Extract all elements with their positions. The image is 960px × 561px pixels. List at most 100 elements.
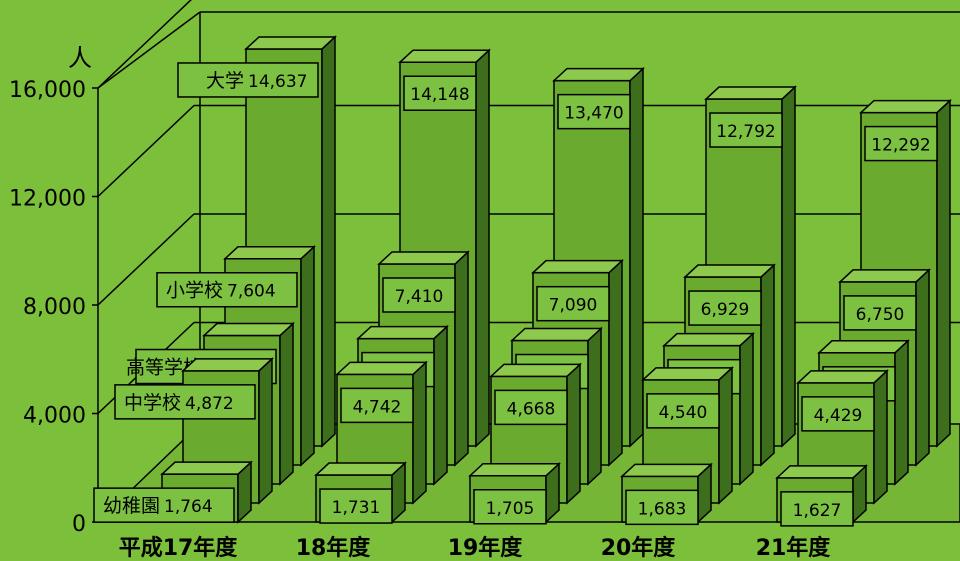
bar-top-face xyxy=(796,370,889,384)
bar-side-face xyxy=(454,250,469,467)
bar-top-face xyxy=(641,367,734,381)
x-tick-label: 20年度 xyxy=(601,535,677,561)
bar-side-face xyxy=(412,360,427,505)
bar: 1,705 xyxy=(468,462,561,525)
bars-layer: 大学 14,637 14,148 13,470 12,792 12,292 小学校 7,604… xyxy=(93,35,952,527)
bar-top-face xyxy=(468,463,561,477)
bar: 1,627 xyxy=(775,464,868,527)
y-axis: 0 4,000 8,000 12,000 16,000 人 xyxy=(9,44,99,537)
series-name-label: 小学校 xyxy=(166,280,223,302)
value-label: 12,792 xyxy=(716,122,775,142)
y-tick-label: 4,000 xyxy=(23,404,86,429)
value-label: 4,742 xyxy=(353,397,402,417)
bar-side-face xyxy=(760,263,775,467)
x-axis: 平成17年度 18年度 19年度 20年度 21年度 xyxy=(119,535,832,561)
bar-top-face xyxy=(552,67,645,82)
value-label: 7,410 xyxy=(395,287,444,307)
value-label-box xyxy=(843,295,917,331)
bar-top-face xyxy=(838,269,931,283)
value-label-box xyxy=(403,75,477,111)
value-label-box xyxy=(114,384,256,420)
bar-side-face xyxy=(608,258,623,467)
value-label-box xyxy=(864,125,938,162)
value-label: 14,637 xyxy=(248,72,307,92)
bar-side-face xyxy=(936,98,951,448)
value-label-box xyxy=(382,277,456,313)
value-label-box xyxy=(801,396,875,432)
bar-side-face xyxy=(433,324,448,486)
bar-side-face xyxy=(587,326,602,486)
value-label: 4,540 xyxy=(659,403,708,423)
bar-top-face xyxy=(531,259,624,274)
bar-top-face xyxy=(775,465,868,479)
bar: 幼稚園 1,764 xyxy=(93,460,253,524)
bar-side-face xyxy=(475,48,490,448)
value-label: 7,604 xyxy=(227,282,276,302)
bar-top-face xyxy=(181,358,274,372)
value-label-box xyxy=(494,389,568,426)
value-label: 12,292 xyxy=(871,136,930,156)
bar-side-face xyxy=(718,366,733,505)
bar-side-face xyxy=(258,357,273,505)
value-label: 1,627 xyxy=(793,501,842,521)
bar-side-face xyxy=(629,66,644,448)
bar-side-face xyxy=(300,245,315,467)
side-wall-top xyxy=(97,11,201,89)
y-tick-label: 8,000 xyxy=(23,295,86,320)
bar-top-face xyxy=(662,332,755,347)
series-name-label: 大学 xyxy=(206,70,244,92)
value-label-box xyxy=(625,489,699,526)
value-label: 1,705 xyxy=(486,499,535,519)
y-tick-label: 16,000 xyxy=(9,78,86,103)
bar: 4,540 xyxy=(641,366,734,505)
bar-top-face xyxy=(510,327,603,342)
gridline-side xyxy=(97,213,195,306)
gridline-side xyxy=(97,104,195,198)
bar-side-face xyxy=(566,362,581,505)
value-label: 4,668 xyxy=(507,399,556,419)
bar-side-face xyxy=(781,85,796,448)
bar-top-face xyxy=(244,36,337,50)
y-unit-label: 人 xyxy=(68,44,92,72)
bar-side-face xyxy=(279,321,294,486)
bar: 1,731 xyxy=(314,461,407,524)
value-label-box xyxy=(557,93,631,130)
value-label-box xyxy=(319,488,393,524)
series-name-label: 幼稚園 xyxy=(103,495,160,517)
value-label-box xyxy=(473,489,547,525)
bar-side-face xyxy=(873,369,888,505)
bar-top-face xyxy=(223,245,316,260)
value-label-box xyxy=(156,271,298,308)
bar-top-face xyxy=(704,86,797,100)
x-tick-label: 19年度 xyxy=(448,535,524,561)
x-tick-label: 平成17年度 xyxy=(119,535,239,561)
bar-top-face xyxy=(202,322,295,337)
value-label-box xyxy=(536,285,610,322)
bar-top-face xyxy=(160,461,253,475)
value-label: 4,429 xyxy=(814,406,863,426)
gridline-side xyxy=(97,0,192,89)
bar-top-face xyxy=(377,251,470,265)
value-label-box xyxy=(93,487,235,523)
bar-top-face xyxy=(683,264,776,278)
bar-top-face xyxy=(398,49,491,63)
bar-side-face xyxy=(739,331,754,486)
y-tick-label: 0 xyxy=(72,512,86,537)
bar-top-face xyxy=(859,99,952,114)
series-name-label: 中学校 xyxy=(124,392,181,414)
bar-side-face xyxy=(321,35,336,448)
bar-top-face xyxy=(489,363,582,378)
bar-top-face xyxy=(356,325,449,340)
value-label-box xyxy=(709,112,783,148)
value-label-box xyxy=(177,62,319,98)
bar-top-face xyxy=(314,462,407,476)
value-label-box xyxy=(340,387,414,424)
bar-top-face xyxy=(335,361,428,376)
value-label: 14,148 xyxy=(410,85,469,105)
y-tick-label: 12,000 xyxy=(9,187,86,212)
value-label-box xyxy=(688,290,762,326)
bar-top-face xyxy=(817,340,910,354)
value-label: 4,872 xyxy=(185,394,234,414)
bar-side-face xyxy=(894,339,909,486)
